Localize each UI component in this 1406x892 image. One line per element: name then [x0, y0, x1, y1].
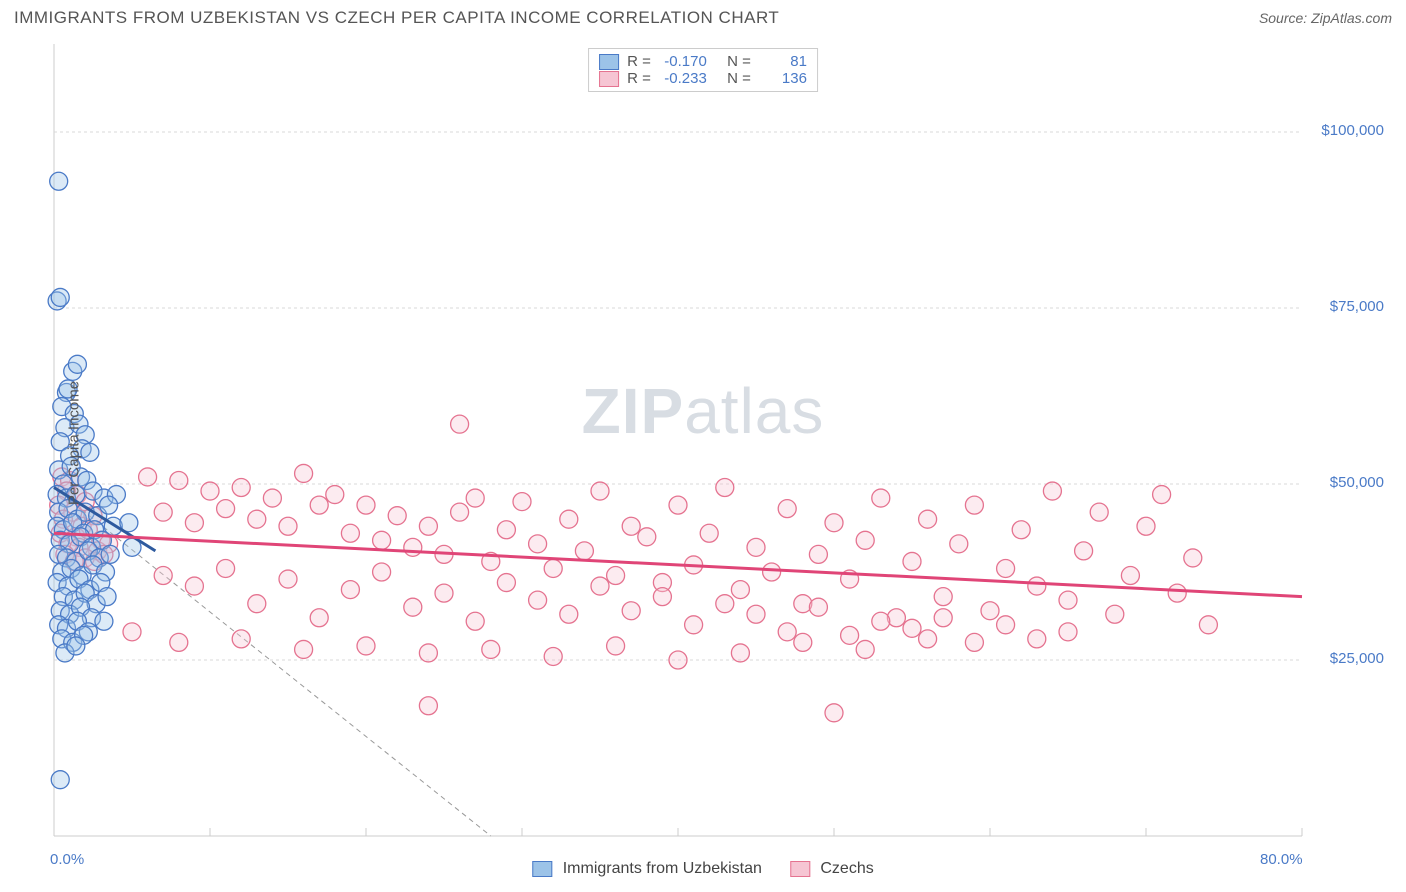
legend-item-series1: Immigrants from Uzbekistan [532, 860, 762, 878]
chart-container: Per Capita Income ZIPatlas R = -0.170 N … [14, 44, 1392, 842]
y-tick-label: $100,000 [1321, 122, 1384, 139]
chart-source: Source: ZipAtlas.com [1259, 10, 1392, 26]
corr-swatch-series2 [599, 71, 619, 87]
legend-swatch-series1 [532, 861, 552, 877]
y-axis-label: Per Capita Income [66, 381, 83, 505]
chart-title: IMMIGRANTS FROM UZBEKISTAN VS CZECH PER … [14, 8, 779, 28]
corr-row-series2: R = -0.233 N = 136 [599, 70, 807, 87]
scatter-plot [14, 44, 1392, 842]
bottom-legend: Immigrants from Uzbekistan Czechs [532, 860, 873, 878]
correlation-legend: R = -0.170 N = 81 R = -0.233 N = 136 [588, 48, 818, 92]
legend-item-series2: Czechs [790, 860, 874, 878]
chart-header: IMMIGRANTS FROM UZBEKISTAN VS CZECH PER … [0, 0, 1406, 32]
x-tick-label: 0.0% [50, 851, 84, 868]
legend-swatch-series2 [790, 861, 810, 877]
y-tick-label: $25,000 [1330, 650, 1384, 667]
y-tick-label: $75,000 [1330, 298, 1384, 315]
x-tick-label: 80.0% [1260, 851, 1303, 868]
corr-swatch-series1 [599, 54, 619, 70]
y-tick-label: $50,000 [1330, 474, 1384, 491]
corr-row-series1: R = -0.170 N = 81 [599, 53, 807, 70]
